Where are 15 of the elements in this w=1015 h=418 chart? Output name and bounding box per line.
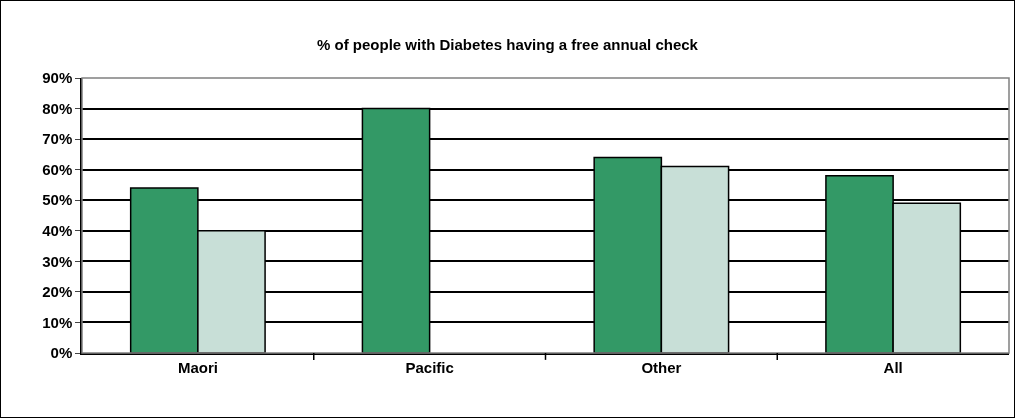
y-tick-label: 40%	[42, 222, 73, 240]
y-tick-label: 80%	[42, 99, 73, 117]
x-tick-label: All	[883, 358, 903, 376]
y-tick-label: 50%	[42, 191, 73, 209]
x-tick-label: Maori	[177, 358, 218, 376]
y-tick-label: 30%	[42, 252, 73, 270]
x-tick-label: Pacific	[405, 358, 454, 376]
y-tick-label: 20%	[42, 283, 73, 301]
y-tick-label: 10%	[42, 313, 73, 331]
y-tick-label: 90%	[42, 69, 73, 87]
y-tick-label: 60%	[42, 160, 73, 178]
y-tick-label: 0%	[50, 344, 73, 362]
chart-title: % of people with Diabetes having a free annual check	[317, 36, 699, 54]
y-tick-label: 70%	[42, 130, 73, 148]
x-tick-label: Other	[641, 358, 682, 376]
